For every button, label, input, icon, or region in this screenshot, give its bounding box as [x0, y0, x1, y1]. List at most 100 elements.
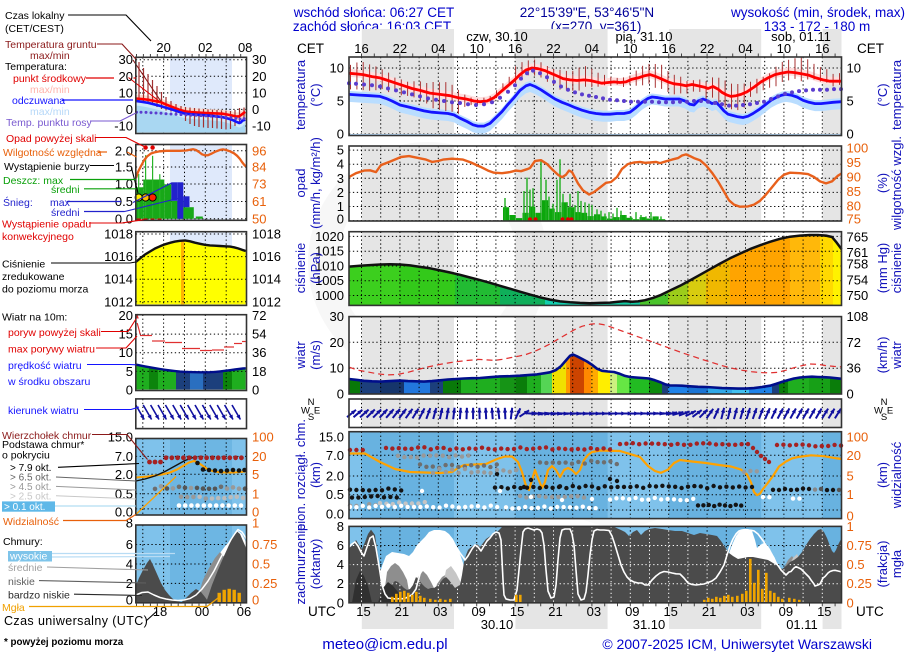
svg-text:S: S [881, 412, 887, 423]
svg-text:> 0.1 okt.: > 0.1 okt. [4, 502, 45, 513]
svg-text:N: N [308, 397, 315, 408]
svg-text:1014: 1014 [104, 272, 133, 287]
svg-text:20: 20 [252, 69, 266, 84]
svg-text:1014: 1014 [252, 272, 281, 287]
svg-text:15: 15 [510, 604, 524, 619]
svg-text:0.5: 0.5 [252, 557, 270, 572]
svg-text:10: 10 [119, 85, 133, 100]
svg-text:0: 0 [126, 593, 133, 608]
svg-text:20: 20 [847, 448, 861, 463]
svg-text:73: 73 [252, 177, 266, 192]
svg-text:poryw powyżej skali: poryw powyżej skali [8, 327, 101, 339]
svg-text:10: 10 [777, 41, 791, 56]
svg-text:punkt środkowy: punkt środkowy [13, 73, 87, 85]
svg-text:06: 06 [237, 604, 251, 619]
svg-text:S: S [308, 412, 314, 423]
svg-text:© 2007-2025 ICM, Uniwersytet W: © 2007-2025 ICM, Uniwersytet Warszawski [602, 636, 872, 652]
svg-text:-10: -10 [114, 118, 133, 133]
svg-text:do poziomu morza: do poziomu morza [2, 284, 89, 296]
svg-text:Temperatura:: Temperatura: [5, 61, 67, 73]
svg-text:zachmurzenie: zachmurzenie [293, 524, 308, 605]
svg-text:8: 8 [126, 516, 133, 531]
svg-text:16: 16 [815, 41, 829, 56]
svg-text:1: 1 [847, 487, 854, 502]
svg-text:Ciśnienie: Ciśnienie [2, 259, 45, 271]
svg-text:0.5: 0.5 [326, 487, 344, 502]
svg-text:(km): (km) [308, 462, 323, 488]
svg-text:01.11: 01.11 [786, 617, 818, 632]
svg-text:Temp. punktu rosy: Temp. punktu rosy [6, 117, 93, 129]
svg-text:0.75: 0.75 [847, 538, 872, 553]
svg-text:21: 21 [548, 604, 562, 619]
svg-text:8: 8 [337, 519, 344, 534]
svg-text:prędkość wiatru: prędkość wiatru [8, 360, 82, 372]
svg-text:widzialność: widzialność [889, 441, 904, 509]
svg-text:0: 0 [126, 102, 133, 117]
svg-text:2: 2 [126, 576, 133, 591]
svg-text:czw, 30.10: czw, 30.10 [466, 29, 527, 44]
svg-text:max/min: max/min [30, 50, 70, 62]
svg-text:(mm Hg): (mm Hg) [875, 243, 890, 294]
svg-text:0: 0 [252, 504, 259, 519]
svg-text:84: 84 [252, 160, 266, 175]
svg-text:1018: 1018 [252, 227, 281, 242]
svg-text:pion. rozciągł. chm.: pion. rozciągł. chm. [293, 419, 308, 531]
svg-text:1.0: 1.0 [115, 177, 133, 192]
svg-text:(oktanty): (oktanty) [308, 539, 323, 590]
svg-text:4: 4 [126, 557, 133, 572]
svg-text:30.10: 30.10 [481, 617, 514, 632]
svg-text:o pokryciu: o pokryciu [2, 450, 50, 462]
svg-text:100: 100 [847, 430, 869, 445]
svg-text:2.0: 2.0 [115, 143, 133, 158]
svg-text:1016: 1016 [104, 249, 133, 264]
svg-text:1: 1 [337, 199, 344, 214]
svg-text:meteo@icm.edu.pl: meteo@icm.edu.pl [322, 636, 447, 653]
svg-text:1020: 1020 [315, 229, 344, 244]
svg-text:15: 15 [663, 604, 677, 619]
svg-text:750: 750 [847, 288, 869, 303]
svg-text:1: 1 [252, 516, 259, 531]
svg-text:10: 10 [469, 41, 483, 56]
svg-text:15: 15 [356, 604, 370, 619]
svg-text:(%): (%) [875, 173, 890, 193]
svg-text:max porywy wiatru: max porywy wiatru [8, 344, 95, 356]
svg-text:100: 100 [252, 430, 274, 445]
svg-text:50: 50 [252, 211, 266, 226]
svg-text:wiatr: wiatr [889, 341, 904, 370]
svg-text:754: 754 [847, 272, 869, 287]
svg-text:> 6.5 okt.: > 6.5 okt. [10, 473, 51, 484]
svg-text:80: 80 [847, 199, 861, 214]
svg-text:odczuwana: odczuwana [12, 95, 65, 107]
svg-text:wiatr: wiatr [293, 341, 308, 370]
svg-text:max: max [50, 197, 71, 209]
svg-text:0.0: 0.0 [115, 504, 133, 519]
svg-text:10: 10 [330, 61, 344, 76]
svg-text:> 4.5 okt.: > 4.5 okt. [10, 482, 51, 493]
svg-text:kierunek wiatru: kierunek wiatru [8, 405, 79, 417]
svg-text:20: 20 [252, 449, 266, 464]
svg-text:7.0: 7.0 [115, 449, 133, 464]
svg-text:21: 21 [395, 604, 409, 619]
svg-text:N: N [881, 397, 888, 408]
svg-text:21: 21 [702, 604, 716, 619]
svg-text:(km/h): (km/h) [875, 337, 890, 374]
svg-text:0: 0 [337, 595, 344, 610]
svg-text:30: 30 [119, 52, 133, 67]
svg-text:średni: średni [51, 184, 80, 196]
svg-text:W: W [874, 406, 883, 417]
svg-text:1: 1 [847, 519, 854, 534]
svg-text:Widzialność: Widzialność [3, 516, 59, 528]
svg-text:Chmury:: Chmury: [3, 536, 43, 548]
svg-text:ciśnienie: ciśnienie [293, 243, 308, 294]
svg-text:ciśnienie: ciśnienie [889, 243, 904, 294]
svg-text:0.25: 0.25 [847, 576, 872, 591]
svg-text:2: 2 [337, 185, 344, 200]
svg-text:zredukowane: zredukowane [2, 271, 65, 283]
svg-text:22: 22 [700, 41, 714, 56]
svg-text:95: 95 [847, 155, 861, 170]
svg-text:0: 0 [126, 383, 133, 398]
svg-text:0: 0 [847, 509, 854, 524]
svg-text:6: 6 [126, 537, 133, 552]
svg-text:wysokość (min, środek, max): wysokość (min, środek, max) [730, 5, 905, 20]
svg-text:10: 10 [119, 345, 133, 360]
